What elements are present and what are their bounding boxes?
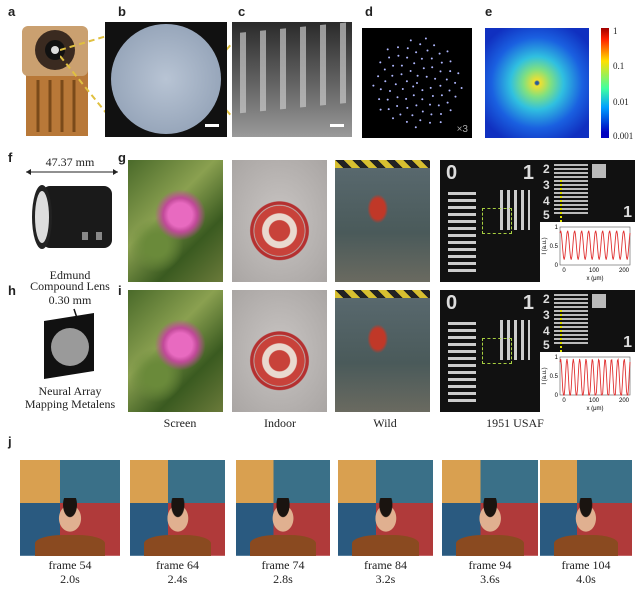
frame-number: frame 84 (364, 558, 407, 572)
x-axis-label: x (μm) (586, 276, 603, 282)
usaf-group-0: 0 (446, 292, 458, 314)
colorbar-tick: 0.001 (613, 131, 634, 141)
panel-label-j: j (8, 434, 12, 449)
frame-number: frame 64 (156, 558, 199, 572)
metalens-caption-2: Mapping Metalens (24, 397, 116, 411)
video-frame (540, 460, 632, 556)
y-axis-label: I (a.u.) (542, 237, 548, 254)
panel-label-e: e (485, 4, 493, 19)
panel-label-b: b (118, 4, 126, 19)
y-tick-label: 0.5 (550, 244, 559, 250)
frame-number: frame 104 (561, 558, 611, 572)
psf-spot-array: ×3 (362, 28, 472, 138)
camera-module-photo (22, 26, 88, 136)
scene-label-screen: Screen (163, 416, 197, 430)
compound-lens-photo (26, 169, 118, 249)
metalens-size: 0.30 mm (48, 293, 92, 307)
inset-group-number: 4 (543, 324, 550, 338)
metalens-photo (44, 308, 94, 379)
x-tick-label: 0 (562, 398, 566, 404)
indoor-image-reference (232, 160, 327, 282)
inset-group-number: 1 (623, 204, 632, 221)
magnification-label: ×3 (456, 124, 468, 135)
colorbar-tick: 0.1 (613, 61, 625, 71)
inset-group-number: 3 (543, 178, 550, 192)
y-tick-label: 1 (555, 355, 559, 361)
frame-number: frame 54 (48, 558, 92, 572)
inset-group-number: 4 (543, 194, 550, 208)
x-tick-label: 100 (589, 268, 600, 274)
scale-bar (330, 124, 344, 127)
inset-group-number: 1 (623, 334, 632, 351)
inset-group-number: 2 (543, 292, 550, 306)
x-tick-label: 200 (619, 398, 630, 404)
frame-time: 3.6s (480, 572, 500, 586)
frame-time: 2.8s (273, 572, 293, 586)
video-frame (338, 460, 433, 556)
screen-image-reference (128, 160, 223, 282)
y-tick-label: 0.5 (550, 374, 559, 380)
screen-image-metalens (128, 290, 223, 412)
wild-image-metalens (335, 290, 430, 412)
wild-image-reference (335, 160, 430, 282)
usaf-group-1: 1 (522, 162, 534, 184)
x-axis-label: x (μm) (586, 406, 603, 412)
frame-number: frame 94 (468, 558, 512, 572)
sem-nanopillars (232, 22, 352, 137)
scene-label-usaf: 1951 USAF (486, 416, 544, 430)
usaf-group-1: 1 (522, 292, 534, 314)
scene-label-wild: Wild (373, 416, 397, 430)
video-frame (442, 460, 538, 556)
inset-group-number: 5 (543, 208, 550, 222)
panel-label-i: i (118, 283, 122, 298)
panel-label-a: a (8, 4, 16, 19)
scene-label-indoor: Indoor (264, 416, 296, 430)
lens-caption-2: Compound Lens (30, 279, 110, 293)
frame-time: 4.0s (576, 572, 596, 586)
y-tick-label: 1 (555, 225, 559, 231)
inset-group-number: 2 (543, 162, 550, 176)
metalens-caption-1: Neural Array (38, 384, 102, 398)
y-tick-label: 0 (555, 263, 559, 269)
x-tick-label: 200 (619, 268, 630, 274)
zoom-box (482, 338, 512, 364)
x-tick-label: 0 (562, 268, 566, 274)
panel-label-g: g (118, 150, 126, 165)
lens-caption-1: Edmund (49, 268, 91, 282)
inset-group-number: 5 (543, 338, 550, 352)
profile-line (559, 357, 631, 396)
video-frame (20, 460, 120, 556)
usaf-group-0: 0 (446, 162, 458, 184)
video-frame (236, 460, 330, 556)
indoor-image-metalens (232, 290, 327, 412)
intensity-profile-plot: 0 100 200 0 0.5 1 x (μm) I (a.u.) (542, 225, 631, 282)
colorbar-tick: 1 (613, 26, 618, 36)
x-tick-label: 100 (589, 398, 600, 404)
panel-label-h: h (8, 283, 16, 298)
colorbar-tick: 0.01 (613, 97, 629, 107)
frame-time: 2.0s (60, 572, 80, 586)
zoom-box (482, 208, 512, 234)
scale-bar (205, 124, 219, 127)
colorbar (601, 28, 609, 138)
panel-label-c: c (238, 4, 246, 19)
panel-label-f: f (8, 150, 13, 165)
profile-line (559, 230, 631, 260)
psf-intensity-map (485, 28, 589, 138)
inset-group-number: 3 (543, 308, 550, 322)
y-tick-label: 0 (555, 393, 559, 399)
frame-time: 3.2s (375, 572, 396, 586)
metalens-micrograph (105, 22, 227, 137)
video-frame (130, 460, 225, 556)
intensity-profile-plot: 0 100 200 0 0.5 1 x (μm) I (a.u.) (542, 355, 631, 412)
lens-length: 47.37 mm (45, 155, 95, 169)
panel-label-d: d (365, 4, 373, 19)
y-axis-label: I (a.u.) (542, 367, 548, 384)
frame-time: 2.4s (167, 572, 188, 586)
frame-number: frame 74 (261, 558, 305, 572)
